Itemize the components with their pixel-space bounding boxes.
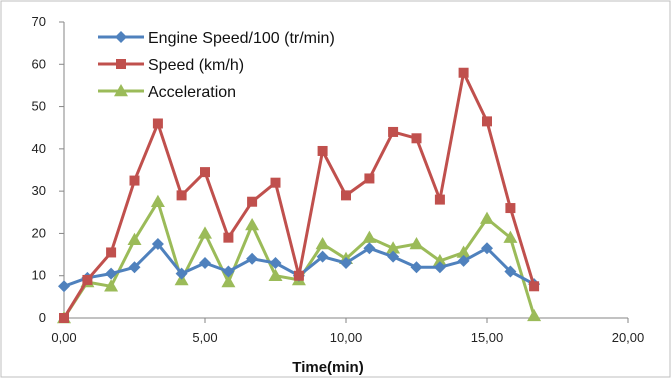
data-point-speed — [317, 145, 328, 156]
y-tick-label: 60 — [32, 56, 46, 71]
x-tick-label: 20,00 — [612, 330, 645, 345]
data-point-acceleration — [315, 237, 330, 250]
legend-label-speed: Speed (km/h) — [148, 57, 244, 74]
data-point-engine_speed — [269, 257, 282, 270]
data-point-engine_speed — [457, 254, 470, 267]
data-point-speed — [505, 203, 516, 214]
y-tick-label: 70 — [32, 14, 46, 29]
data-point-speed — [482, 116, 492, 127]
data-point-speed — [364, 173, 375, 184]
data-point-engine_speed — [316, 250, 329, 263]
data-point-acceleration — [127, 232, 142, 246]
x-tick-label: 10,00 — [330, 330, 363, 345]
data-point-engine_speed — [58, 280, 70, 293]
data-point-engine_speed — [151, 238, 164, 250]
data-point-engine_speed — [363, 242, 376, 255]
data-point-acceleration — [245, 217, 260, 231]
data-point-engine_speed — [246, 252, 259, 265]
data-point-engine_speed — [481, 242, 493, 255]
y-tick-label: 40 — [32, 141, 46, 156]
x-tick-label: 0,00 — [51, 330, 76, 345]
data-point-acceleration — [362, 230, 377, 243]
data-point-acceleration — [409, 237, 424, 250]
data-point-engine_speed — [410, 261, 423, 274]
data-point-speed — [200, 167, 210, 178]
data-point-speed — [176, 190, 187, 201]
data-point-acceleration — [527, 308, 542, 322]
data-point-speed — [434, 194, 445, 205]
data-point-engine_speed — [433, 261, 446, 274]
data-point-engine_speed — [222, 265, 235, 278]
data-point-speed — [341, 190, 351, 201]
data-point-acceleration — [104, 279, 119, 292]
data-point-acceleration — [221, 275, 236, 288]
y-tick-label: 20 — [32, 225, 46, 240]
data-point-acceleration — [480, 211, 494, 224]
data-point-speed — [529, 281, 540, 292]
x-tick-label: 15,00 — [471, 330, 504, 345]
data-point-acceleration — [503, 230, 518, 243]
data-point-engine_speed — [128, 261, 141, 274]
data-point-speed — [388, 126, 399, 137]
data-point-speed — [270, 177, 281, 188]
legend: Engine Speed/100 (tr/min) Speed (km/h) Acc… — [98, 30, 335, 101]
data-point-engine_speed — [340, 257, 352, 270]
data-point-acceleration — [456, 245, 471, 258]
series-speed — [59, 67, 540, 323]
data-point-acceleration — [268, 268, 283, 281]
data-point-acceleration — [150, 194, 165, 207]
data-point-speed — [223, 232, 234, 243]
legend-label-acceleration: Acceleration — [148, 84, 236, 101]
y-tick-label: 30 — [32, 183, 46, 198]
data-point-engine_speed — [105, 267, 118, 280]
data-point-speed — [82, 274, 93, 285]
data-point-speed — [59, 313, 69, 323]
data-point-speed — [247, 196, 258, 207]
data-point-engine_speed — [175, 267, 188, 280]
legend-marker-acceleration — [114, 84, 128, 97]
data-point-acceleration — [386, 241, 401, 254]
data-point-engine_speed — [504, 265, 517, 278]
legend-label-engine_speed: Engine Speed/100 (tr/min) — [148, 30, 335, 47]
x-axis-title: Time(min) — [292, 359, 363, 376]
x-tick-label: 5,00 — [192, 330, 217, 345]
y-tick-label: 0 — [39, 310, 46, 325]
y-tick-label: 50 — [32, 99, 46, 114]
data-point-acceleration — [432, 253, 447, 267]
legend-marker-speed — [116, 59, 126, 69]
series-layer — [57, 67, 542, 324]
y-tick-label: 10 — [32, 268, 46, 283]
data-point-speed — [458, 67, 469, 78]
legend-marker-engine_speed — [115, 31, 127, 43]
data-point-speed — [293, 270, 304, 281]
data-point-speed — [129, 175, 140, 186]
data-point-engine_speed — [387, 250, 400, 263]
data-point-acceleration — [198, 226, 212, 239]
data-point-speed — [152, 118, 163, 129]
data-point-engine_speed — [199, 257, 211, 270]
data-point-speed — [411, 133, 422, 144]
data-point-speed — [106, 247, 117, 258]
axes: Time(min) 0 10 20 30 40 50 60 70 0,00 5,00 10,00 15… — [32, 14, 645, 376]
